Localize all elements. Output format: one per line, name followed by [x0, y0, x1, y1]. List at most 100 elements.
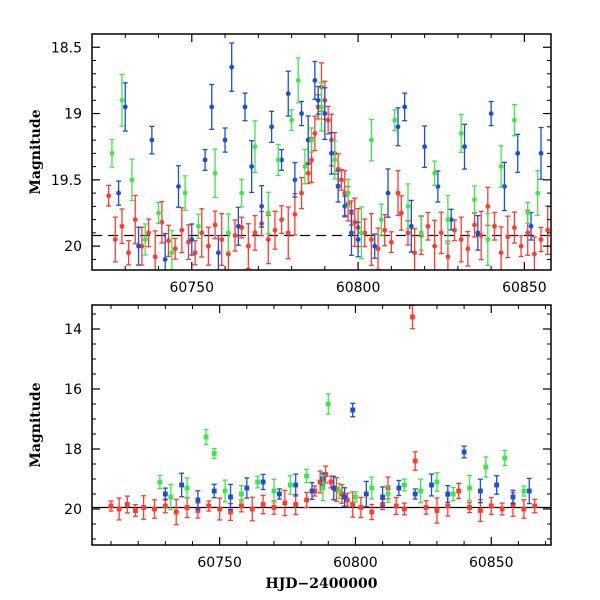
bottom-data-point — [184, 496, 190, 519]
top-data-point — [358, 206, 364, 260]
bottom-data-point — [369, 476, 375, 500]
top-data-point — [448, 208, 454, 231]
top-series-2 — [109, 57, 541, 270]
bottom-data-point — [168, 483, 174, 511]
top-data-point — [185, 224, 191, 261]
top-data-point — [179, 207, 185, 254]
top-data-point — [458, 216, 464, 263]
bottom-data-point — [260, 473, 266, 491]
top-data-point — [511, 211, 517, 244]
bottom-data-point — [521, 499, 527, 519]
top-data-point — [355, 221, 361, 258]
top-data-point — [348, 209, 354, 256]
top-data-point — [435, 170, 441, 203]
top-data-point — [292, 161, 298, 198]
top-data-point — [405, 183, 411, 230]
top-data-point — [305, 115, 311, 165]
top-data-point — [372, 233, 378, 259]
bottom-data-point — [412, 488, 418, 500]
bottom-panel-x-axis-label: HJD−2400000 — [266, 576, 378, 592]
bottom-data-point — [456, 482, 462, 500]
top-data-point — [119, 208, 125, 245]
bottom-data-point — [532, 498, 538, 514]
top-data-point — [136, 226, 142, 266]
bottom-x-tick-label: 60850 — [469, 555, 514, 571]
top-data-point — [445, 194, 451, 245]
bottom-data-point — [211, 483, 217, 499]
bottom-data-point — [342, 487, 348, 507]
bottom-data-point — [320, 474, 326, 502]
top-data-point — [299, 176, 305, 210]
top-y-tick-label: 20 — [64, 239, 82, 255]
top-data-point — [335, 170, 341, 203]
bottom-data-point — [276, 488, 282, 500]
top-data-point — [239, 178, 245, 208]
top-data-point — [275, 143, 281, 177]
bottom-panel-y-axis-label: Magnitude — [28, 382, 44, 467]
top-data-point — [332, 140, 338, 180]
top-data-point — [328, 131, 334, 175]
top-data-point — [322, 87, 328, 141]
bottom-y-tick-label: 20 — [64, 502, 82, 518]
top-data-point — [395, 107, 401, 147]
bottom-data-point — [222, 479, 228, 503]
bottom-data-point — [162, 487, 168, 501]
bottom-data-point — [412, 451, 418, 471]
top-data-point — [285, 70, 291, 117]
top-data-point — [368, 213, 374, 267]
top-data-point — [192, 240, 198, 266]
bottom-series-2 — [157, 393, 527, 511]
top-data-point — [142, 223, 148, 256]
top-data-point — [289, 109, 295, 132]
top-data-point — [205, 226, 211, 266]
bottom-data-point — [502, 449, 508, 467]
bottom-panel: 60750 60800 60850 14 16 18 20 Magnitude HJD−24… — [28, 304, 552, 592]
bottom-x-tick-label: 60750 — [197, 555, 242, 571]
bottom-data-point — [385, 484, 391, 504]
bottom-data-point — [312, 485, 318, 497]
bottom-data-point — [304, 468, 310, 484]
bottom-data-point — [336, 482, 342, 500]
top-data-point — [395, 170, 401, 217]
top-data-point — [166, 224, 171, 257]
bottom-data-point — [195, 490, 201, 510]
top-data-point — [169, 229, 175, 270]
bottom-data-point — [203, 428, 209, 446]
bottom-data-point — [132, 503, 138, 518]
top-data-point — [525, 201, 531, 224]
bottom-data-point — [244, 477, 250, 499]
top-data-point — [212, 148, 218, 198]
top-data-point — [535, 170, 541, 217]
top-data-point — [501, 161, 507, 212]
top-y-tick-label: 18.5 — [51, 40, 82, 56]
top-data-point — [222, 127, 228, 153]
top-data-point — [252, 120, 258, 174]
bottom-data-point — [282, 489, 288, 517]
top-data-point — [385, 168, 391, 218]
top-data-point — [418, 214, 424, 251]
top-y-tick-label: 19 — [64, 107, 82, 123]
top-data-point — [325, 105, 331, 135]
top-data-point — [465, 230, 471, 267]
top-data-point — [245, 223, 251, 270]
bottom-data-point — [344, 492, 350, 508]
top-data-point — [388, 231, 394, 254]
bottom-data-point — [521, 485, 527, 497]
top-data-point — [172, 237, 178, 260]
top-data-point — [515, 133, 521, 173]
top-data-point — [112, 216, 118, 263]
bottom-data-point — [428, 473, 434, 497]
top-data-point — [122, 82, 128, 132]
top-data-point — [398, 195, 404, 231]
bottom-data-point — [369, 503, 375, 521]
bottom-data-point — [350, 491, 356, 518]
top-data-point — [485, 213, 491, 267]
bottom-data-point — [450, 486, 456, 502]
top-data-point — [152, 230, 158, 270]
top-data-point — [252, 214, 258, 251]
bottom-data-point — [228, 483, 234, 511]
bottom-data-point — [401, 478, 407, 492]
top-data-point — [432, 219, 438, 270]
top-data-point — [368, 118, 374, 162]
